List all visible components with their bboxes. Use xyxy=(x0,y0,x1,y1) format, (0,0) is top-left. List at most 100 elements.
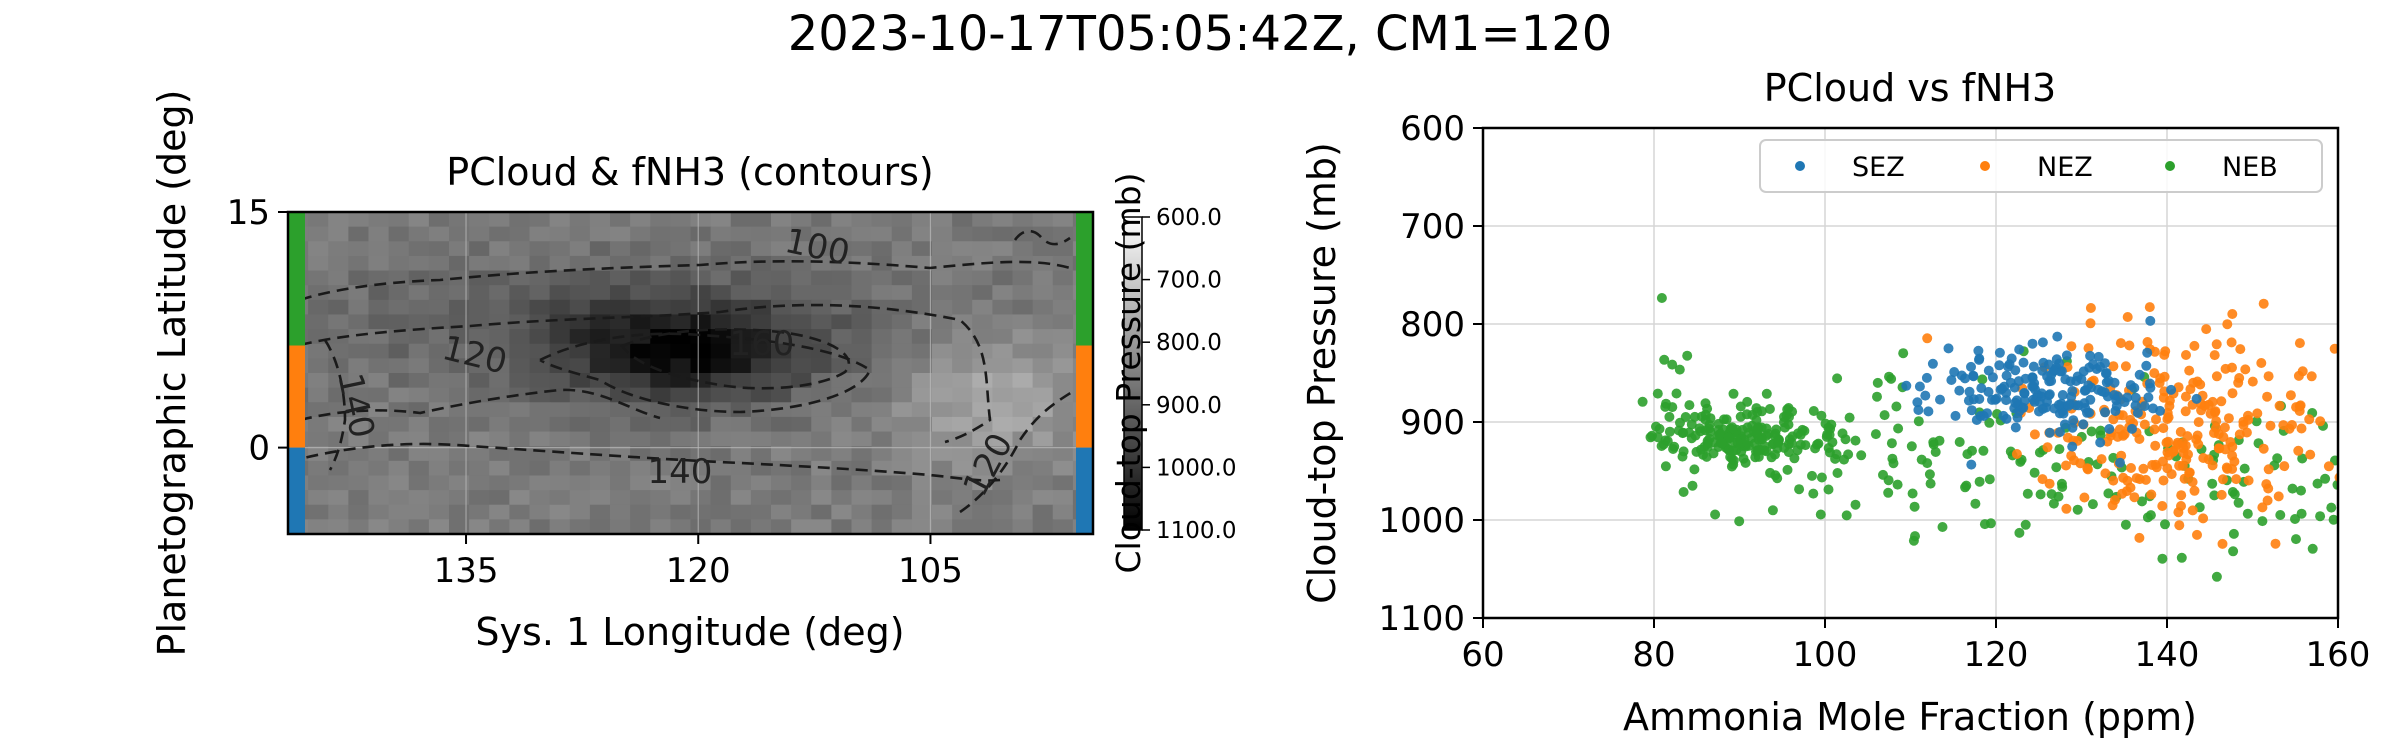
scatter-grid xyxy=(1482,127,2339,619)
scatter-point xyxy=(2296,485,2306,496)
heatmap-cell xyxy=(489,416,510,433)
scatter-point xyxy=(2160,346,2171,357)
scatter-point xyxy=(2205,408,2216,419)
scatter-point xyxy=(2099,358,2110,369)
heatmap-cell xyxy=(549,314,571,330)
scatter-point xyxy=(2258,443,2269,454)
heatmap-cell xyxy=(670,212,692,228)
heatmap-cell xyxy=(489,343,510,359)
heatmap-cell xyxy=(811,431,832,447)
scatter-point xyxy=(2122,392,2133,403)
scatter-point xyxy=(2134,434,2145,444)
heatmap-cell xyxy=(932,299,953,316)
heatmap-cell xyxy=(408,373,430,389)
heatmap-cell xyxy=(469,475,490,491)
scatter-point xyxy=(1783,447,1794,458)
heatmap-cell xyxy=(610,431,631,447)
heatmap-cell xyxy=(428,255,450,272)
heatmap-cell xyxy=(610,446,631,462)
heatmap-cell xyxy=(408,299,430,316)
heatmap-cell xyxy=(791,299,812,316)
zone-band-neb xyxy=(1076,212,1093,346)
heatmap-cell xyxy=(851,329,873,345)
heatmap-cell xyxy=(932,519,953,534)
heatmap-cell xyxy=(851,285,873,301)
heatmap-cell xyxy=(952,299,973,316)
heatmap-xlabel: Sys. 1 Longitude (deg) xyxy=(475,610,904,654)
heatmap-cell xyxy=(569,373,591,389)
scatter-point xyxy=(1922,333,1933,344)
scatter-point xyxy=(1935,394,1945,405)
heatmap-cell xyxy=(730,343,752,359)
scatter-point xyxy=(2315,511,2326,522)
scatter-ytick-label: 700 xyxy=(1400,207,1465,247)
heatmap-cell xyxy=(428,241,450,257)
scatter-point xyxy=(2079,492,2090,503)
scatter-point xyxy=(1637,396,1648,407)
scatter-point xyxy=(1923,406,1934,417)
scatter-point xyxy=(2149,424,2160,435)
heatmap-cell xyxy=(388,519,410,534)
heatmap-cell xyxy=(589,343,611,359)
scatter-point xyxy=(1815,509,1826,520)
heatmap-cell xyxy=(489,519,510,534)
contour-140-left xyxy=(323,339,347,471)
heatmap-cell xyxy=(831,504,853,520)
heatmap-ytick-label: 15 xyxy=(227,193,270,233)
heatmap-cell xyxy=(690,490,712,506)
heatmap-cell xyxy=(408,402,430,418)
heatmap-cell xyxy=(589,504,611,520)
scatter-point xyxy=(1976,383,1987,394)
scatter-point xyxy=(2093,351,2104,362)
heatmap-cell xyxy=(610,373,631,389)
heatmap-cell xyxy=(549,212,571,228)
heatmap-cell xyxy=(811,490,832,506)
heatmap-cell xyxy=(771,475,792,491)
heatmap-cell xyxy=(529,490,551,506)
scatter-point xyxy=(1892,479,1903,490)
heatmap-cell xyxy=(690,387,712,403)
scatter-point xyxy=(1878,469,1888,480)
heatmap-cell xyxy=(730,446,752,462)
heatmap-cell xyxy=(730,504,752,520)
heatmap-cell xyxy=(650,475,671,491)
scatter-point xyxy=(2294,406,2305,416)
heatmap-cell xyxy=(1012,255,1034,272)
heatmap-cell xyxy=(911,504,933,520)
heatmap-cell xyxy=(932,343,953,359)
contour-120-right xyxy=(959,388,1076,514)
heatmap-cell xyxy=(308,226,329,242)
heatmap-cell xyxy=(750,416,772,433)
heatmap-cell xyxy=(1032,212,1054,228)
heatmap-cell xyxy=(972,373,993,389)
heatmap-cell xyxy=(610,475,631,491)
scatter-point xyxy=(1832,468,1843,478)
scatter-point xyxy=(1652,432,1663,443)
heatmap-cell xyxy=(388,504,410,520)
heatmap-cell xyxy=(368,212,390,228)
heatmap-cell xyxy=(992,212,1014,228)
heatmap-cell xyxy=(690,226,712,242)
heatmap-cell xyxy=(750,504,772,520)
scatter-point xyxy=(2346,306,2356,316)
heatmap-cell xyxy=(549,226,571,242)
heatmap-cell xyxy=(408,519,430,534)
scatter-point xyxy=(1812,439,1822,450)
scatter-point xyxy=(1930,447,1941,457)
heatmap-cell xyxy=(831,446,853,462)
scatter-point xyxy=(1913,405,1924,415)
scatter-point xyxy=(1728,455,1739,466)
scatter-xtick-label: 60 xyxy=(1461,635,1504,675)
heatmap-cell xyxy=(891,402,913,418)
scatter-point xyxy=(1664,411,1675,422)
heatmap-cell xyxy=(368,504,390,520)
heatmap-cell xyxy=(610,460,631,477)
heatmap-cell xyxy=(509,460,531,477)
heatmap-cell xyxy=(831,490,853,506)
heatmap-cell xyxy=(871,490,893,506)
scatter-point xyxy=(2262,495,2273,506)
heatmap-cell xyxy=(952,446,973,462)
scatter-point xyxy=(1764,404,1775,414)
scatter-point xyxy=(2058,408,2069,419)
scatter-point xyxy=(2010,397,2021,408)
